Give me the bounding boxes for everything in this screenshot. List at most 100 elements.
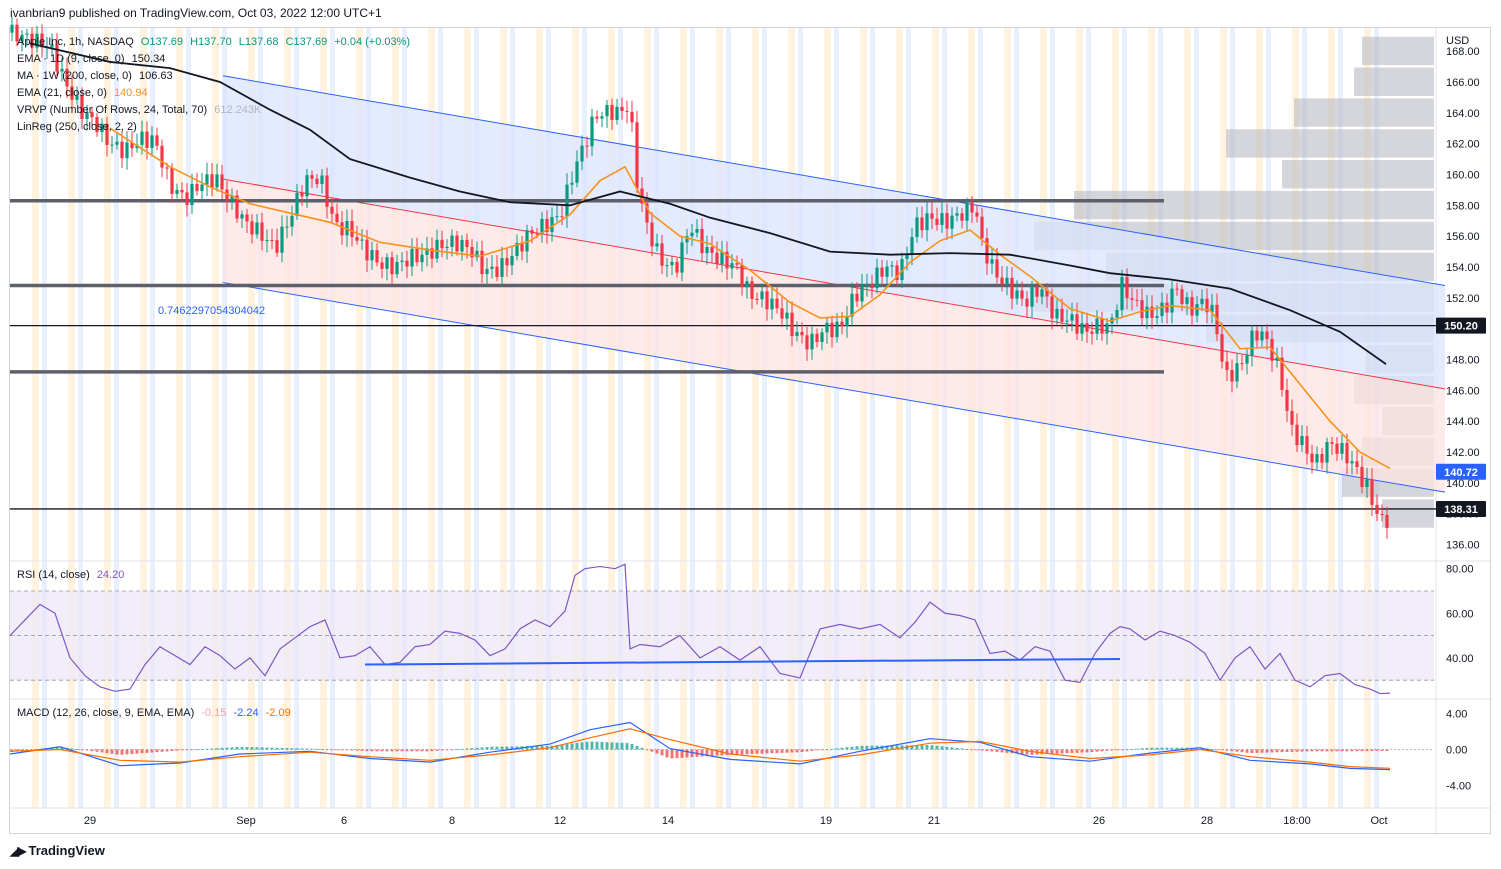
candle-body xyxy=(250,221,254,235)
macd-histogram-bar xyxy=(180,749,184,751)
macd-histogram-bar xyxy=(1180,747,1184,750)
candle-body xyxy=(705,247,709,254)
candle-body xyxy=(445,246,449,249)
footer-brand[interactable]: ◢▶ TradingView xyxy=(10,843,105,858)
candle-body xyxy=(605,104,609,117)
candle-body xyxy=(810,333,814,350)
candle-body xyxy=(120,141,124,159)
candle-body xyxy=(970,201,974,213)
macd-histogram-bar xyxy=(315,748,319,750)
macd-histogram-bar xyxy=(865,745,869,750)
vrvp-legend[interactable]: VRVP (Number Of Rows, 24, Total, 70) 612… xyxy=(17,104,265,116)
session-shade xyxy=(978,28,983,808)
candle-body xyxy=(960,213,964,221)
candle-body xyxy=(905,254,909,260)
ma200-legend[interactable]: MA · 1W (200, close, 0) 106.63 xyxy=(17,70,177,82)
session-shade xyxy=(798,28,803,808)
candle-body xyxy=(245,214,249,222)
linreg-legend[interactable]: LinReg (250, close, 2, 2) xyxy=(17,121,141,133)
chart-frame[interactable] xyxy=(9,27,1491,834)
macd-histogram-bar xyxy=(90,749,94,752)
macd-histogram-bar xyxy=(960,748,964,750)
session-shade xyxy=(716,28,723,808)
macd-histogram-bar xyxy=(245,746,249,750)
candle-body xyxy=(610,104,614,120)
macd-histogram-bar xyxy=(75,749,79,750)
candle-body xyxy=(180,189,184,193)
macd-histogram-bar xyxy=(685,749,689,758)
price-tick-label: 146.00 xyxy=(1446,385,1480,397)
candle-body xyxy=(640,188,644,204)
candle-body xyxy=(800,331,804,336)
candle-body xyxy=(675,261,679,273)
channel-lower-fill xyxy=(223,179,1445,493)
session-shade xyxy=(906,28,911,808)
macd-histogram-bar xyxy=(1210,748,1214,750)
candle-body xyxy=(750,281,754,299)
candle-body xyxy=(160,145,164,168)
candle-body xyxy=(635,122,639,189)
candle-body xyxy=(1325,442,1329,463)
candle-body xyxy=(1310,453,1314,463)
candle-body xyxy=(355,237,359,241)
candle-body xyxy=(685,236,689,243)
ma200-label: MA · 1W (200, close, 0) xyxy=(17,70,132,82)
session-shade xyxy=(824,28,831,808)
candle-body xyxy=(340,222,344,236)
candle-body xyxy=(1230,369,1234,382)
macd-histogram-bar xyxy=(385,749,389,752)
macd-histogram-bar xyxy=(450,749,454,751)
session-shade xyxy=(186,28,191,808)
session-shade xyxy=(762,28,767,808)
session-shade xyxy=(78,28,83,808)
candle-body xyxy=(860,285,864,302)
session-shade xyxy=(942,28,947,808)
candle-body xyxy=(80,95,84,119)
macd-legend[interactable]: MACD (12, 26, close, 9, EMA, EMA) -0.15 … xyxy=(17,707,295,719)
candle-body xyxy=(660,243,664,266)
candle-body xyxy=(55,44,59,72)
macd-histogram-bar xyxy=(210,748,214,750)
time-tick-label: 12 xyxy=(554,815,566,827)
candle-body xyxy=(1275,357,1279,361)
candle-body xyxy=(920,217,924,231)
macd-histogram-bar xyxy=(185,749,189,751)
macd-histogram-bar xyxy=(1370,749,1374,752)
candle-body xyxy=(1255,330,1259,341)
macd-histogram-bar xyxy=(600,741,604,750)
price-tick-label: 160.00 xyxy=(1446,169,1480,181)
macd-histogram-bar xyxy=(570,743,574,750)
candle-body xyxy=(965,201,969,221)
candle-body xyxy=(485,268,489,275)
price-label-badge xyxy=(1436,463,1486,480)
macd-histogram-bar xyxy=(1315,749,1319,752)
session-shade xyxy=(546,28,551,808)
candle-body xyxy=(570,182,574,185)
ema21-legend[interactable]: EMA (21, close, 0) 140.94 xyxy=(17,87,152,99)
session-shade xyxy=(284,28,291,808)
candle-body xyxy=(460,239,464,252)
session-shade xyxy=(402,28,407,808)
macd-histogram-bar xyxy=(1250,749,1254,754)
macd-histogram-bar xyxy=(1320,749,1324,752)
ema9-legend[interactable]: EMA · 1D (9, close, 0) 150.34 xyxy=(17,53,169,65)
candle-body xyxy=(1355,461,1359,468)
macd-histogram-bar xyxy=(140,749,144,754)
candle-body xyxy=(1245,355,1249,364)
candle-body xyxy=(1295,424,1299,446)
macd-histogram-bar xyxy=(155,749,159,753)
session-shade xyxy=(248,28,255,808)
candle-body xyxy=(60,68,64,72)
candle-body xyxy=(255,222,259,235)
macd-histogram-bar xyxy=(20,749,24,751)
macd-tick-label: 0.00 xyxy=(1446,745,1467,757)
candle-body xyxy=(595,116,599,119)
macd-histogram-bar xyxy=(1170,747,1174,750)
session-shade xyxy=(356,28,363,808)
macd-histogram-bar xyxy=(465,748,469,750)
rsi-legend[interactable]: RSI (14, close) 24.20 xyxy=(17,569,128,581)
candle-body xyxy=(315,178,319,185)
macd-histogram-bar xyxy=(1345,749,1349,752)
macd-histogram-bar xyxy=(1355,749,1359,752)
